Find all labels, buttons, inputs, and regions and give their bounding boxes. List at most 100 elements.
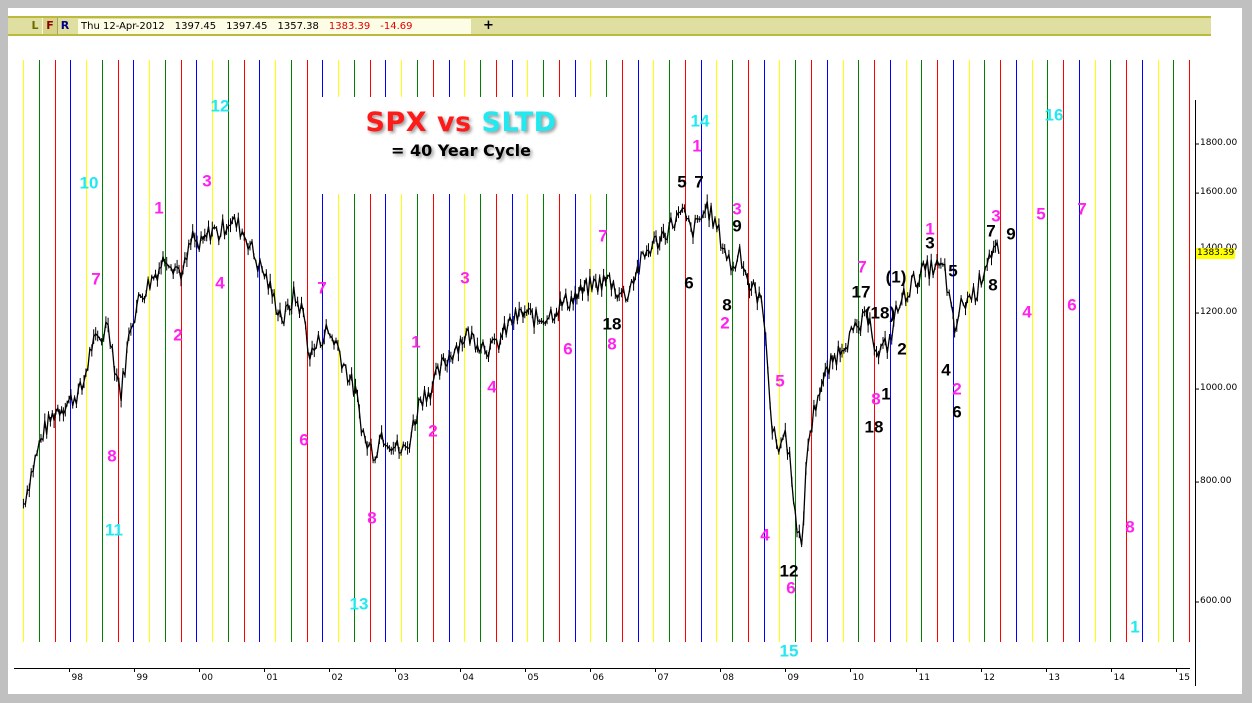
title-vs: vs (436, 107, 472, 138)
cycle-label-magenta: 8 (871, 389, 881, 409)
cycle-label-cyan: 14 (690, 111, 710, 131)
y-tick-label: 1800.00 (1200, 138, 1238, 148)
plus-icon[interactable]: + (483, 18, 494, 33)
cycle-label-cyan: 1 (1130, 617, 1140, 637)
cycle-label-black: 6 (684, 273, 694, 293)
y-tick-label: 1600.00 (1200, 187, 1238, 198)
x-tick-label: 04 (462, 673, 474, 683)
cycle-label-black: 7 (694, 172, 704, 192)
x-tick-label: 14 (1113, 673, 1125, 683)
cycle-label-magenta: 3 (991, 206, 1001, 226)
cycle-label-magenta: 1 (154, 198, 164, 218)
chart-panel (8, 8, 1242, 694)
chart-title-box: SPX vs SLTD = 40 Year Cycle (308, 97, 614, 194)
cycle-label-magenta: 7 (317, 278, 327, 298)
cycle-label-magenta: 1 (411, 332, 421, 352)
y-tick-label: 1200.00 (1200, 307, 1238, 318)
cycle-label-black: 4 (941, 360, 951, 380)
quote-open: 1397.45 (174, 20, 217, 32)
title-spx: SPX (365, 107, 428, 138)
cycle-label-magenta: 7 (91, 269, 101, 289)
x-tick-label: 13 (1048, 673, 1060, 683)
cycle-label-magenta: 4 (1022, 302, 1032, 322)
cycle-label-magenta: 6 (563, 339, 573, 359)
cycle-label-magenta: 7 (598, 226, 608, 246)
x-tick-label: 01 (266, 673, 278, 683)
cycle-label-black: (1) (885, 267, 907, 287)
cycle-label-magenta: 8 (607, 334, 617, 354)
x-tick-label: 15 (1178, 673, 1190, 683)
cycle-label-black: 5 (948, 261, 958, 281)
quote-high: 1397.45 (226, 20, 268, 32)
x-tick-label: 00 (201, 673, 213, 683)
cycle-label-black: 9 (732, 216, 742, 236)
cycle-label-magenta: 3 (732, 199, 742, 219)
cycle-label-cyan: 10 (79, 173, 99, 193)
x-tick-label: 98 (71, 673, 83, 683)
x-tick-label: 09 (787, 673, 799, 683)
cycle-label-black: 6 (952, 402, 962, 422)
x-tick-label: 02 (331, 673, 343, 683)
cycle-label-magenta: 8 (107, 446, 117, 466)
cycle-label-magenta: 2 (173, 325, 183, 345)
toolbar-button-f[interactable]: F (42, 18, 58, 34)
cycle-label-magenta: 5 (1036, 204, 1046, 224)
chart-axes (14, 100, 1199, 686)
cycle-label-black: 17 (851, 282, 871, 302)
y-tick-label: 1400.00 (1200, 243, 1237, 253)
cycle-label-cyan: 13 (349, 594, 369, 614)
quote-readout: Thu 12-Apr-2012 1397.45 1397.45 1357.38 … (78, 18, 471, 34)
cycle-label-magenta: 4 (215, 273, 225, 293)
y-tick-label: 1000.00 (1200, 383, 1238, 394)
x-tick-label: 11 (918, 673, 930, 683)
cycle-label-black: 18 (602, 314, 622, 334)
cycle-label-magenta: 2 (952, 379, 962, 399)
chart-title: SPX vs SLTD (308, 107, 614, 138)
x-tick-label: 10 (852, 673, 864, 683)
x-tick-label: 03 (397, 673, 409, 683)
x-tick-label: 06 (592, 673, 604, 683)
cycle-label-black: 1 (881, 384, 891, 404)
cycle-label-magenta: 5 (775, 371, 785, 391)
cycle-label-black: (18) (864, 303, 896, 323)
cycle-label-black: 8 (988, 275, 998, 295)
cycle-label-cyan: 12 (210, 96, 230, 116)
cycle-label-cyan: 16 (1044, 105, 1064, 125)
cycle-label-magenta: 2 (428, 421, 438, 441)
cycle-label-magenta: 4 (760, 525, 770, 545)
cycle-label-black: 3 (925, 233, 935, 253)
toolbar-button-r[interactable]: R (60, 19, 70, 32)
cycle-label-magenta: 3 (202, 171, 212, 191)
chart-subtitle: = 40 Year Cycle (390, 141, 532, 160)
y-tick-label: 800.00 (1200, 476, 1232, 487)
spx-price-bars (22, 194, 998, 548)
cycle-label-magenta: 1 (692, 136, 702, 156)
cycle-label-black: 7 (986, 221, 996, 241)
x-tick-label: 07 (657, 673, 669, 683)
cycle-label-cyan: 15 (779, 641, 799, 661)
cycle-label-magenta: 7 (1077, 199, 1087, 219)
cycle-label-black: 8 (722, 295, 732, 315)
last-price-tag: 1383.39 (1196, 248, 1236, 259)
chart-toolbar: L F R Thu 12-Apr-2012 1397.45 1397.45 13… (8, 16, 1211, 36)
x-tick-label: 05 (527, 673, 539, 683)
cycle-label-magenta: 4 (487, 377, 497, 397)
cycle-label-black: 18 (864, 417, 884, 437)
quote-close: 1383.39 (328, 20, 371, 32)
quote-date: Thu 12-Apr-2012 (81, 20, 165, 32)
cycle-label-magenta: 8 (367, 508, 377, 528)
cycle-label-magenta: 2 (720, 313, 730, 333)
y-tick-label: 600.00 (1200, 596, 1232, 606)
quote-change: -14.69 (380, 20, 413, 32)
title-sltd: SLTD (481, 107, 557, 138)
quote-low: 1357.38 (277, 20, 319, 32)
cycle-label-magenta: 6 (1067, 295, 1077, 315)
toolbar-button-l[interactable]: L (31, 19, 39, 32)
cycle-label-black: 12 (779, 561, 799, 581)
cycle-label-magenta: 6 (299, 430, 309, 450)
spx-price-line (23, 201, 1000, 546)
cycle-label-black: 9 (1006, 224, 1016, 244)
cycle-label-black: 2 (897, 339, 907, 359)
x-tick-label: 99 (136, 673, 148, 683)
